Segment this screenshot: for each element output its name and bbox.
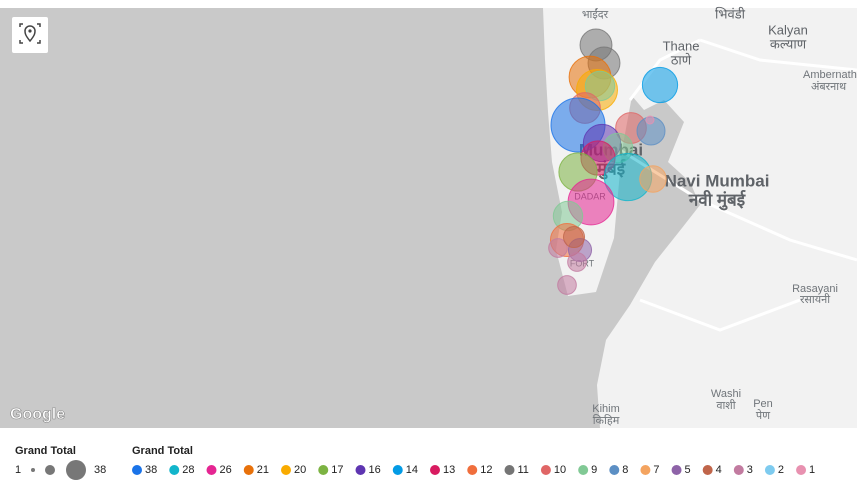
bubble	[641, 66, 679, 104]
color-legend-swatch	[392, 465, 403, 475]
locate-icon-dot	[28, 29, 32, 33]
color-legend-swatch	[609, 465, 620, 475]
color-legend-label: 20	[294, 464, 306, 476]
color-legend-title: Grand Total	[132, 445, 193, 457]
place-label: कल्याण	[770, 36, 807, 51]
color-legend-label: 4	[716, 464, 722, 476]
place-label: Kihim	[592, 403, 620, 415]
color-legend-label: 3	[747, 464, 753, 476]
color-legend-label: 2	[778, 464, 784, 476]
color-legend-swatch	[671, 465, 682, 475]
locate-button-bg[interactable]	[12, 17, 48, 53]
city-label: Navi Mumbai	[665, 171, 770, 190]
color-legend-label: 26	[220, 464, 232, 476]
bubble	[557, 275, 577, 295]
color-legend-swatch	[540, 465, 551, 475]
color-legend-label: 16	[369, 464, 381, 476]
legend: Grand Total Grand Total 1 38 38 28 26 21 20 17 1…	[15, 445, 815, 480]
place-label: ठाणे	[671, 52, 692, 67]
size-legend-mid-mark	[45, 465, 55, 475]
color-legend-swatch	[467, 465, 478, 475]
bubble-layer	[548, 28, 679, 295]
land	[543, 8, 857, 428]
bubble	[584, 70, 616, 102]
color-legend-swatch	[169, 465, 180, 475]
bubble	[567, 252, 587, 272]
color-legend-swatch	[318, 465, 329, 475]
color-legend-swatch	[355, 465, 366, 475]
place-label: भिवंडी	[715, 6, 746, 21]
size-legend-max-mark	[66, 460, 86, 480]
color-legend-swatch	[132, 465, 142, 475]
color-legend-label: 14	[406, 464, 418, 476]
color-legend-label: 21	[257, 464, 269, 476]
place-label: किहिम	[593, 414, 620, 427]
color-legend-swatch	[764, 465, 775, 475]
locate-icon-frame	[19, 23, 41, 44]
color-legend-label: 7	[653, 464, 659, 476]
size-legend-min-mark	[31, 468, 35, 472]
bubble	[562, 225, 586, 249]
locate-icon-pin	[24, 25, 36, 43]
bubble	[639, 165, 667, 193]
place-label: अंबरनाथ	[811, 80, 847, 93]
map: भाईंदर भिवंडी Kalyan कल्याण Thane ठाणे A…	[0, 6, 857, 428]
color-legend-swatch	[796, 465, 807, 475]
place-label: Washi	[711, 388, 741, 400]
city-label: नवी मुंबई	[688, 189, 746, 210]
color-legend-label: 38	[145, 464, 157, 476]
color-legend-swatch	[504, 465, 515, 475]
place-label: Pen	[753, 398, 773, 410]
bubble	[645, 115, 655, 125]
color-legend-label: 10	[554, 464, 566, 476]
color-legend-label: 11	[518, 464, 529, 476]
color-legend-swatch	[206, 465, 217, 475]
place-label: रसायनी	[800, 293, 830, 306]
place-label: Rasayani	[792, 283, 838, 295]
color-legend-label: 13	[443, 464, 455, 476]
color-legend-swatch	[578, 465, 589, 475]
locate-button[interactable]	[12, 17, 48, 53]
size-legend-max: 38	[94, 464, 106, 476]
color-legend-label: 5	[685, 464, 691, 476]
place-label: Ambernath	[803, 69, 857, 81]
color-legend-swatch	[702, 465, 713, 475]
color-legend-label: 8	[622, 464, 628, 476]
size-legend-title: Grand Total	[15, 445, 76, 457]
roads	[619, 38, 857, 332]
place-label: पेण	[756, 409, 771, 422]
color-legend-swatch	[733, 465, 744, 475]
color-legend-label: 12	[480, 464, 492, 476]
bubble	[548, 238, 568, 258]
place-label: वाशी	[716, 399, 735, 412]
color-legend-label: 1	[809, 464, 815, 476]
color-legend-swatch	[640, 465, 651, 475]
place-label: भाईंदर	[582, 8, 609, 21]
color-legend-swatch	[281, 465, 291, 475]
color-legend-label: 9	[591, 464, 597, 476]
size-legend-min: 1	[15, 464, 21, 476]
color-legend-swatch	[430, 465, 440, 475]
color-legend-label: 28	[182, 464, 194, 476]
attribution: Google	[10, 406, 65, 423]
color-legend-label: 17	[331, 464, 343, 476]
color-legend-swatch	[243, 465, 254, 475]
place-label: Kalyan	[768, 22, 808, 37]
place-label: Thane	[663, 38, 700, 53]
